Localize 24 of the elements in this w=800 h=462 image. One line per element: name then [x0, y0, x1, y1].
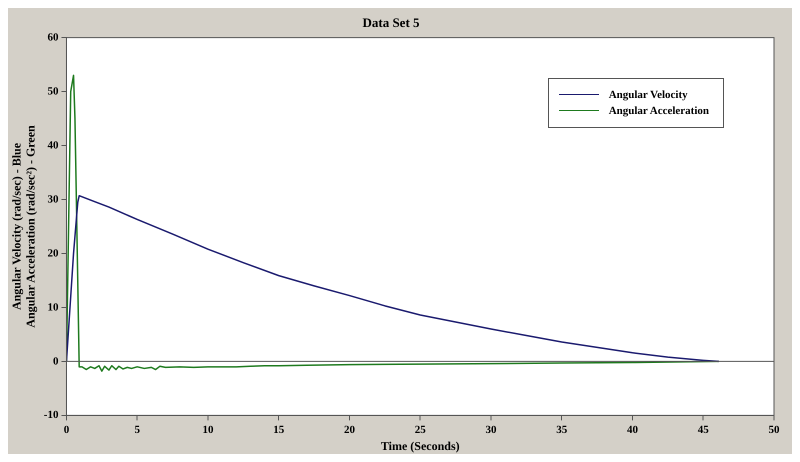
y-tick-label: 10	[47, 301, 59, 314]
x-tick-label: 10	[202, 424, 214, 436]
y-tick-label: 60	[47, 31, 59, 44]
y-tick-label: 20	[47, 247, 59, 260]
y-tick-label: 0	[52, 355, 59, 368]
x-tick-label: 0	[64, 424, 70, 436]
x-tick-label: 45	[698, 424, 710, 436]
x-tick-label: 30	[485, 424, 497, 436]
x-tick-label: 50	[768, 424, 780, 436]
x-tick-label: 40	[626, 424, 638, 436]
x-tick-label: 15	[273, 424, 285, 436]
legend-label: Angular Acceleration	[608, 104, 709, 117]
x-axis-title: Time (Seconds)	[380, 438, 460, 453]
x-tick-label: 5	[134, 424, 140, 436]
y-tick-label: 50	[47, 85, 59, 98]
x-tick-label: 35	[556, 424, 568, 436]
y-tick-label: -10	[44, 409, 59, 422]
y-tick-label: 40	[47, 139, 59, 152]
chart-title: Data Set 5	[362, 15, 420, 30]
x-tick-label: 25	[414, 424, 426, 436]
y-tick-label: 30	[47, 193, 59, 206]
x-tick-label: 20	[344, 424, 356, 436]
legend-label: Angular Velocity	[608, 88, 688, 101]
y-axis-title: Angular Velocity (rad/sec) - Blue Angular Acceleration (rad/sec²) - Green	[9, 124, 38, 328]
